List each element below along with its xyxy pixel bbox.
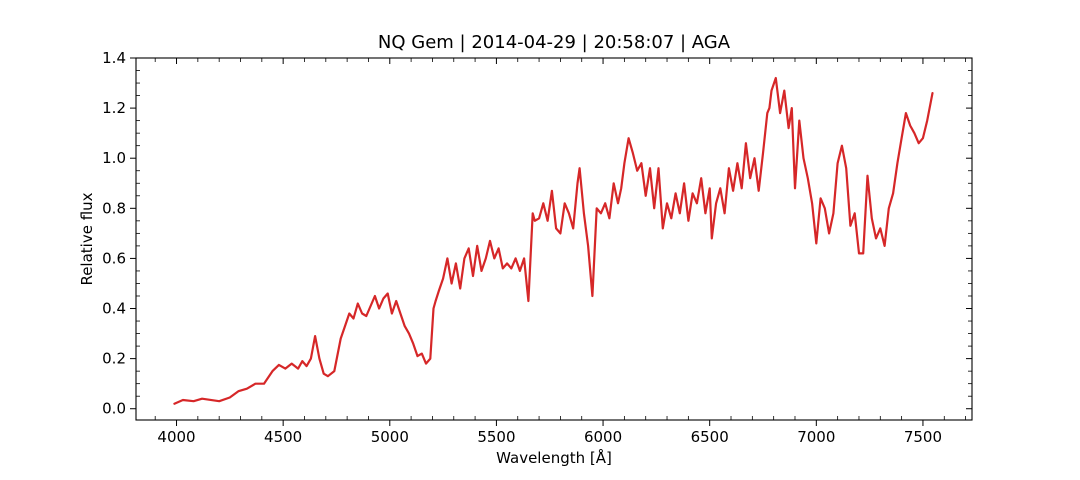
x-tick-label-4500: 4500 [264, 428, 302, 446]
y-axis: 0.0 0.2 0.4 0.6 0.8 1.0 1.2 1.4 [102, 49, 972, 418]
spectrum-line-0 [173, 76, 934, 405]
x-tick-label-6000: 6000 [584, 428, 622, 446]
series-layer [173, 76, 934, 405]
chart-title: NQ Gem | 2014-04-29 | 20:58:07 | AGA [378, 32, 731, 53]
y-tick-label: 1.0 [102, 149, 126, 167]
y-tick-label: 1.2 [102, 99, 126, 117]
x-tick-label-7000: 7000 [797, 428, 835, 446]
x-tick-label-5000: 5000 [371, 428, 409, 446]
x-axis: 4000 4500 5000 5500 6000 6500 7000 7500 [154, 58, 967, 446]
y-tick-label: 0.4 [102, 300, 126, 318]
x-axis-title: Wavelength [Å] [496, 448, 612, 467]
x-tick-label-6500: 6500 [691, 428, 729, 446]
y-tick-label: 0.6 [102, 249, 126, 267]
plot-area: 4000 4500 5000 5500 6000 6500 7000 7500 0.00.20… [102, 49, 973, 446]
y-tick-label: 1.4 [102, 49, 126, 67]
x-tick-label-4000: 4000 [157, 428, 195, 446]
y-tick-label: 0.2 [102, 350, 126, 368]
x-tick-label-7500: 7500 [904, 428, 942, 446]
y-tick-label: 0.8 [102, 199, 126, 217]
y-axis-title: Relative flux [78, 192, 96, 285]
plot-frame [135, 57, 973, 421]
y-tick-label: 0.0 [102, 400, 126, 418]
x-tick-label-5500: 5500 [477, 428, 515, 446]
